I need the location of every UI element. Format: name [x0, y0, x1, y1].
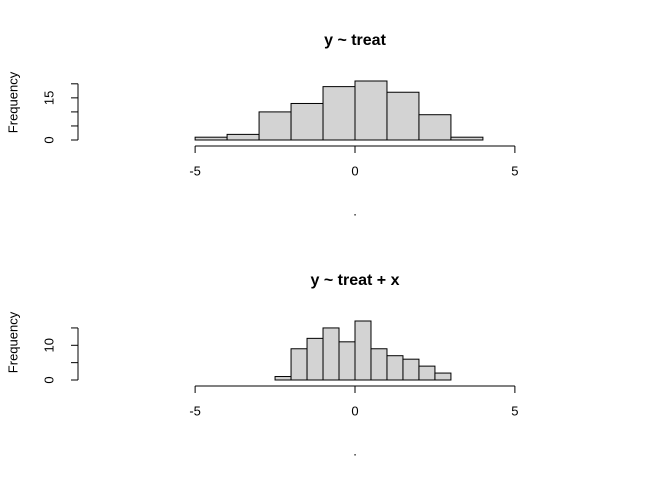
- bar: [290, 348, 308, 381]
- y-tick-label: 10: [41, 338, 56, 352]
- y-tick-label: 15: [41, 91, 56, 105]
- bar: [274, 376, 292, 381]
- bar: [418, 114, 452, 141]
- bar: [290, 102, 324, 141]
- bar: [370, 348, 388, 381]
- bar: [322, 86, 356, 141]
- bar: [338, 341, 356, 381]
- bar: [386, 355, 404, 381]
- y-tick-label: 0: [41, 136, 56, 143]
- bar: [306, 337, 324, 381]
- bar: [354, 320, 372, 381]
- bar: [418, 365, 436, 381]
- y-axis-label: Frequency: [5, 311, 20, 373]
- x-tick-label: 0: [351, 403, 358, 418]
- bar: [402, 358, 420, 381]
- title: y ~ treat + x: [311, 272, 400, 289]
- bar: [226, 133, 260, 141]
- x-axis-label: .: [353, 443, 357, 458]
- title: y ~ treat: [324, 32, 386, 49]
- x-tick-label: -5: [189, 163, 201, 178]
- y-axis-label: Frequency: [5, 71, 20, 133]
- bar: [450, 136, 484, 141]
- x-tick-label: 0: [351, 163, 358, 178]
- bar: [258, 111, 292, 141]
- x-axis-label: .: [353, 203, 357, 218]
- bar: [354, 80, 388, 141]
- bar: [194, 136, 228, 141]
- bar: [322, 327, 340, 381]
- x-tick-label: -5: [189, 403, 201, 418]
- x-tick-label: 5: [511, 403, 518, 418]
- y-tick-label: 0: [41, 376, 56, 383]
- bar: [386, 91, 420, 141]
- x-tick-label: 5: [511, 163, 518, 178]
- bar: [434, 372, 452, 381]
